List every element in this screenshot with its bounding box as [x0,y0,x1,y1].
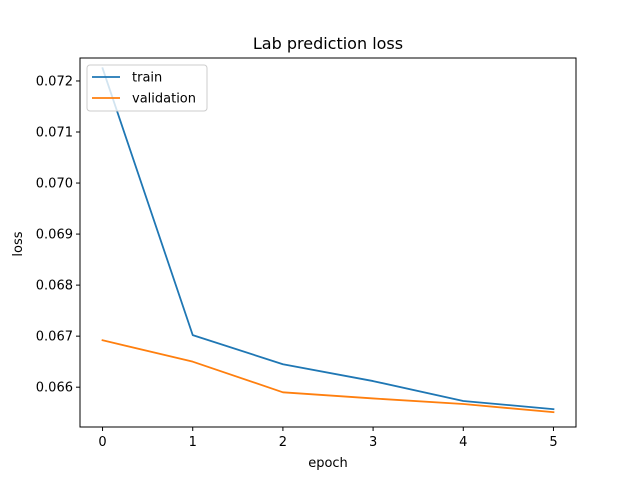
y-tick-label: 0.071 [36,126,73,141]
x-axis-label: epoch [308,456,348,471]
y-tick-label: 0.068 [36,279,73,294]
y-tick-label: 0.070 [36,177,73,192]
y-tick-label: 0.066 [36,381,73,396]
x-tick-label: 2 [279,435,287,450]
x-tick-label: 5 [549,435,557,450]
series-line-train [101,67,555,411]
y-tick-label: 0.067 [36,330,73,345]
x-tick-label: 0 [98,435,106,450]
legend-label-validation: validation [132,92,196,107]
plot-area: 0 1 2 3 4 5 0.066 0.067 0.068 0.069 0.070 0.071 0.07… [36,57,577,450]
y-tick-label: 0.072 [36,74,73,89]
legend: train validation [86,64,208,112]
axes-frame [79,57,577,428]
x-tick-label: 1 [189,435,197,450]
legend-label-train: train [132,71,162,86]
y-tick-label: 0.069 [36,228,73,243]
y-axis-label: loss [11,231,26,256]
x-tick-label: 3 [369,435,377,450]
x-tick-label: 4 [459,435,467,450]
series-line-validation [101,339,555,414]
chart-title: Lab prediction loss [253,34,403,53]
